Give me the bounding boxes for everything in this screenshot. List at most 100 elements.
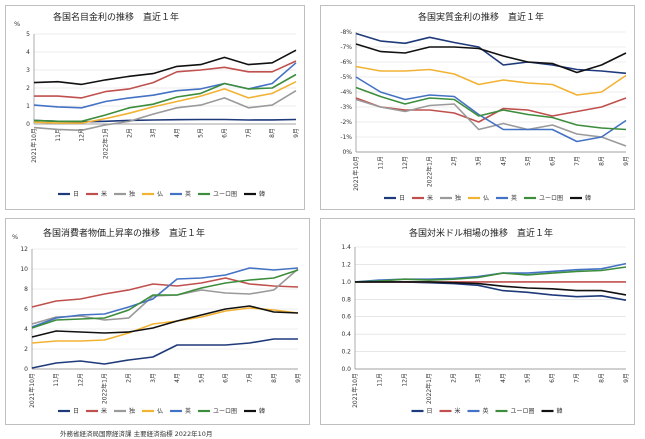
y-tick-label: -3% bbox=[340, 104, 352, 111]
series-line-1 bbox=[34, 60, 297, 99]
y-tick-label: 0.2 bbox=[341, 349, 351, 356]
series-line-5 bbox=[31, 269, 299, 329]
x-tick-label: 4月 bbox=[500, 373, 507, 383]
legend-label: 独 bbox=[129, 190, 135, 198]
legend-label: 日 bbox=[73, 408, 79, 415]
series-line-3 bbox=[31, 307, 299, 344]
y-tick-label: 0.0 bbox=[341, 366, 351, 373]
legend-label: 米 bbox=[101, 407, 107, 415]
x-tick-label: 12月 bbox=[77, 373, 84, 387]
chart-real-rates: 各国実質金利の推移 直近１年 0% -1% -2% -3% -4% -5% -6% -7% -8%… bbox=[340, 11, 630, 202]
x-tick-label: 9月 bbox=[293, 128, 300, 138]
y-tick-label: -8% bbox=[340, 29, 352, 36]
chart-title: 各国名目金利の推移 直近１年 bbox=[53, 11, 179, 23]
y-tick-label: 1.4 bbox=[341, 244, 351, 251]
y-tick-label: 5 bbox=[26, 31, 30, 38]
legend-label: 日 bbox=[399, 195, 405, 202]
x-tick-label: 5月 bbox=[524, 373, 531, 383]
series-line-1 bbox=[355, 97, 627, 123]
x-tick-label: 6月 bbox=[549, 156, 556, 166]
y-tick-label: 4 bbox=[24, 326, 28, 333]
chart-title: 各国消費者物価上昇率の推移 直近１年 bbox=[43, 227, 205, 239]
legend-label: 英 bbox=[483, 407, 489, 415]
x-tick-label: 12月 bbox=[402, 156, 409, 170]
legend-label: ユーロ圏 bbox=[213, 408, 237, 415]
x-tick-label: 6月 bbox=[549, 373, 556, 383]
series-line-0 bbox=[355, 32, 627, 75]
y-tick-label: 1.2 bbox=[341, 261, 351, 268]
x-tick-label: 7月 bbox=[574, 156, 581, 166]
x-tick-label: 9月 bbox=[295, 373, 302, 383]
x-tick-label: 2022年1月 bbox=[425, 373, 433, 404]
y-tick-label: -1% bbox=[340, 134, 352, 141]
legend-label: 韓 bbox=[557, 407, 563, 415]
x-tick-label: 3月 bbox=[476, 156, 483, 166]
y-tick-label: 2 bbox=[26, 85, 30, 92]
chart-panel-cpi: 各国消費者物価上昇率の推移 直近１年% 0 2 4 6 8 10 12 2021年10月 11月 1… bbox=[5, 218, 310, 425]
legend-label: 英 bbox=[511, 194, 517, 202]
x-tick-label: 4月 bbox=[174, 128, 181, 138]
x-tick-label: 2022年1月 bbox=[101, 128, 109, 159]
series-line-5 bbox=[33, 73, 297, 123]
series-line-2 bbox=[355, 98, 627, 147]
y-tick-label: -7% bbox=[340, 44, 352, 51]
legend-label: 韓 bbox=[259, 407, 265, 415]
x-tick-label: 9月 bbox=[623, 373, 630, 383]
series-line-4 bbox=[355, 281, 627, 296]
x-tick-label: 2月 bbox=[126, 128, 133, 138]
series-line-3 bbox=[33, 80, 297, 124]
x-tick-label: 2022年1月 bbox=[101, 373, 109, 404]
legend-label: 独 bbox=[129, 407, 135, 415]
x-tick-label: 8月 bbox=[271, 373, 278, 383]
legend-label: ユーロ圏 bbox=[511, 408, 535, 415]
y-tick-label: -2% bbox=[340, 119, 352, 126]
series-line-6 bbox=[33, 49, 297, 86]
series-line-3 bbox=[354, 266, 627, 283]
legend-label: 仏 bbox=[157, 408, 163, 415]
x-tick-label: 2021年10月 bbox=[30, 128, 38, 163]
legend-label: 米 bbox=[427, 194, 433, 202]
y-tick-label: 6 bbox=[24, 306, 28, 313]
legend-label: 日 bbox=[73, 191, 79, 198]
series-line-4 bbox=[355, 76, 627, 143]
y-tick-label: 4 bbox=[26, 49, 30, 56]
series-line-3 bbox=[355, 65, 627, 96]
legend-label: 仏 bbox=[483, 195, 489, 202]
chart-title: 各国対米ドル相場の推移 直近１年 bbox=[409, 227, 553, 239]
x-tick-label: 12月 bbox=[401, 373, 408, 387]
x-tick-label: 6月 bbox=[222, 128, 229, 138]
y-tick-label: -4% bbox=[340, 89, 352, 96]
x-tick-label: 2月 bbox=[126, 373, 133, 383]
x-tick-label: 12月 bbox=[79, 128, 86, 142]
legend-label: 韓 bbox=[259, 190, 265, 198]
y-tick-label: -6% bbox=[340, 59, 352, 66]
x-tick-label: 7月 bbox=[245, 128, 252, 138]
y-tick-label: 12 bbox=[20, 246, 28, 253]
x-tick-label: 2021年10月 bbox=[351, 373, 359, 408]
y-tick-label: 0.8 bbox=[341, 296, 351, 303]
series-line-6 bbox=[355, 43, 627, 74]
chart-title: 各国実質金利の推移 直近１年 bbox=[418, 11, 544, 23]
x-tick-label: 3月 bbox=[150, 128, 157, 138]
y-tick-label: 0.6 bbox=[341, 314, 351, 321]
x-tick-label: 2月 bbox=[451, 156, 458, 166]
x-tick-label: 8月 bbox=[598, 373, 605, 383]
x-tick-label: 2021年10月 bbox=[352, 156, 360, 191]
x-tick-label: 5月 bbox=[525, 156, 532, 166]
y-axis-unit: % bbox=[14, 20, 20, 28]
y-tick-label: 2 bbox=[24, 346, 28, 353]
x-tick-label: 5月 bbox=[198, 128, 205, 138]
x-tick-label: 3月 bbox=[150, 373, 157, 383]
legend-label: 米 bbox=[101, 190, 107, 198]
series-line-2 bbox=[33, 90, 297, 132]
x-tick-label: 8月 bbox=[598, 156, 605, 166]
chart-cpi: 各国消費者物価上昇率の推移 直近１年% 0 2 4 6 8 10 12 2021年10月 11月 1… bbox=[12, 227, 302, 415]
x-tick-label: 7月 bbox=[247, 373, 254, 383]
y-tick-label: 0 bbox=[26, 121, 30, 128]
series-line-6 bbox=[31, 305, 299, 338]
series-line-0 bbox=[31, 338, 298, 369]
series-line-4 bbox=[31, 267, 299, 328]
x-tick-label: 8月 bbox=[269, 128, 276, 138]
y-tick-label: 8 bbox=[24, 286, 28, 293]
x-tick-label: 11月 bbox=[377, 373, 384, 387]
